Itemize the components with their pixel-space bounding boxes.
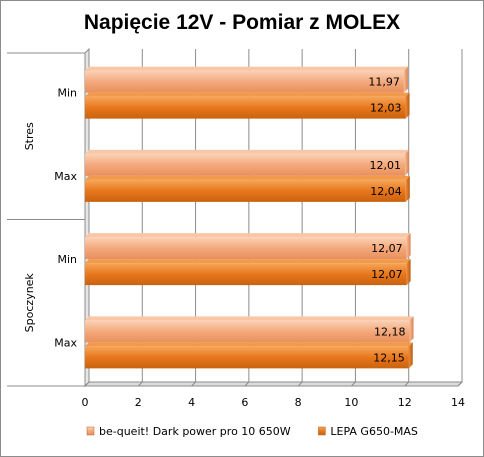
x-tick-label: 10 [344,396,358,409]
x-tick-label: 14 [451,396,465,409]
bar-top-face [85,259,411,264]
x-tick-label: 4 [188,396,195,409]
chart-title: Napięcie 12V - Pomiar z MOLEX [83,11,401,34]
group-label: Spoczynek [23,273,36,333]
data-label: 12,03 [370,102,402,115]
data-label: 12,04 [370,185,402,198]
gridline-floor [137,381,143,387]
gridline-floor [191,381,196,387]
legend-swatch [318,426,326,436]
category-label: Max [54,170,77,183]
bar-top-face [85,175,410,180]
bar [85,96,406,119]
group-label: Stres [23,122,36,150]
bar-top-face [85,66,408,71]
legend-label: LEPA G650-MAS [330,425,418,438]
category-label: Max [54,336,77,349]
bar-end-face [405,175,410,202]
bar-end-face [406,259,411,286]
bar-top-face [85,233,411,238]
x-tick-label: 6 [241,396,248,409]
x-tick-label: 8 [295,396,302,409]
gridline-floor [244,381,250,387]
gridline-floor [351,381,356,387]
bar-end-face [406,233,411,260]
gridline-floor [457,381,463,387]
gridline-floor [84,381,90,387]
data-label: 12,07 [371,242,403,255]
bar-end-face [404,149,409,176]
bar [85,263,407,286]
bar-end-face [403,66,408,93]
bar [85,70,404,93]
legend-label: be-queit! Dark power pro 10 650W [99,425,291,438]
category-label: Min [57,87,77,100]
data-label: 12,07 [371,268,403,281]
x-tick-label: 0 [82,396,89,409]
bar [85,346,409,369]
bar-end-face [405,92,410,119]
plot-area [89,49,462,382]
data-label: 11,97 [368,76,400,89]
bar [85,179,406,202]
category-label: Min [57,253,77,266]
x-tick-label: 12 [398,396,412,409]
bar [85,237,407,260]
x-tick-label: 2 [135,396,142,409]
bar-top-face [85,316,414,321]
bar-top-face [85,92,410,97]
data-label: 12,01 [369,159,401,172]
data-label: 12,15 [373,351,405,364]
bar-top-face [85,342,413,347]
gridline-floor [404,381,410,387]
data-label: 12,18 [374,325,406,338]
bar-end-face [408,342,413,369]
bar [85,153,405,176]
legend-swatch [86,426,95,436]
gridline-floor [297,381,303,387]
bar-end-face [409,316,414,343]
bar-top-face [85,149,409,154]
bar [85,320,410,343]
